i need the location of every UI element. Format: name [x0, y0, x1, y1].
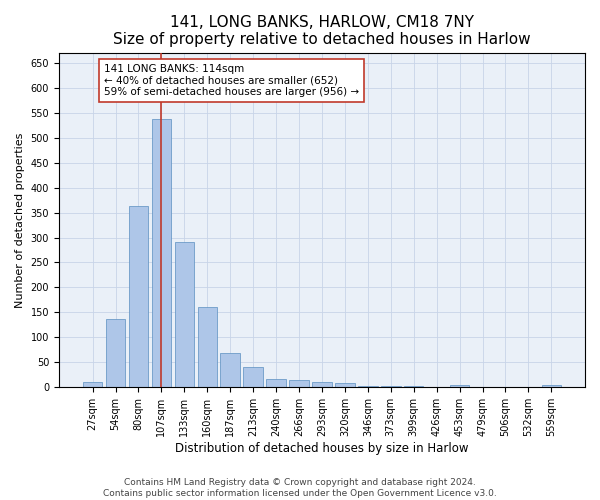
Y-axis label: Number of detached properties: Number of detached properties [15, 132, 25, 308]
Bar [312, 382, 332, 388]
X-axis label: Distribution of detached houses by size in Harlow: Distribution of detached houses by size … [175, 442, 469, 455]
Bar [335, 384, 355, 388]
Bar [358, 386, 377, 388]
Bar [450, 385, 469, 388]
Text: Contains HM Land Registry data © Crown copyright and database right 2024.
Contai: Contains HM Land Registry data © Crown c… [103, 478, 497, 498]
Bar [381, 386, 401, 388]
Bar [220, 354, 240, 388]
Bar [83, 382, 103, 388]
Bar [128, 206, 148, 388]
Bar [152, 118, 171, 388]
Title: 141, LONG BANKS, HARLOW, CM18 7NY
Size of property relative to detached houses i: 141, LONG BANKS, HARLOW, CM18 7NY Size o… [113, 15, 531, 48]
Bar [106, 319, 125, 388]
Bar [175, 242, 194, 388]
Text: 141 LONG BANKS: 114sqm
← 40% of detached houses are smaller (652)
59% of semi-de: 141 LONG BANKS: 114sqm ← 40% of detached… [104, 64, 359, 97]
Bar [197, 308, 217, 388]
Bar [404, 386, 424, 388]
Bar [266, 379, 286, 388]
Bar [542, 386, 561, 388]
Bar [244, 368, 263, 388]
Bar [289, 380, 309, 388]
